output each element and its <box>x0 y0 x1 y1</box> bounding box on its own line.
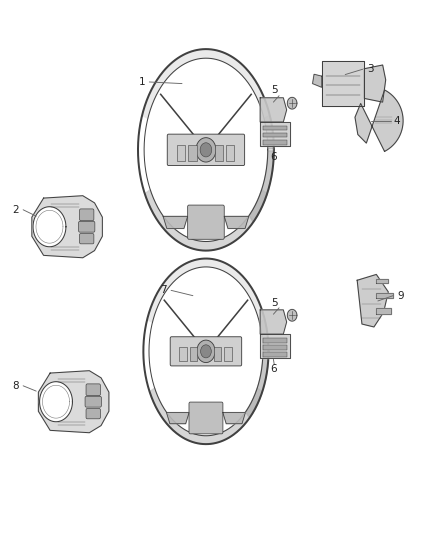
Text: 1: 1 <box>138 77 145 87</box>
Polygon shape <box>260 310 286 334</box>
Bar <box>224 347 232 361</box>
Bar <box>263 345 287 350</box>
Polygon shape <box>322 61 364 106</box>
Text: 3: 3 <box>367 64 374 74</box>
Text: 9: 9 <box>397 290 404 301</box>
Bar <box>263 133 287 138</box>
FancyBboxPatch shape <box>170 337 242 366</box>
Polygon shape <box>166 413 189 424</box>
Text: 2: 2 <box>12 205 19 215</box>
Polygon shape <box>376 293 393 298</box>
Circle shape <box>196 138 216 162</box>
FancyBboxPatch shape <box>86 384 100 395</box>
Bar <box>177 145 185 160</box>
Bar <box>188 145 197 160</box>
Polygon shape <box>287 310 297 321</box>
Text: 4: 4 <box>393 116 400 126</box>
FancyBboxPatch shape <box>167 134 245 166</box>
FancyBboxPatch shape <box>85 397 101 407</box>
Polygon shape <box>355 90 403 151</box>
Polygon shape <box>223 413 245 424</box>
Polygon shape <box>150 388 262 444</box>
Bar <box>190 347 198 361</box>
FancyBboxPatch shape <box>189 402 223 434</box>
Text: 8: 8 <box>12 381 19 391</box>
FancyBboxPatch shape <box>80 233 94 244</box>
FancyBboxPatch shape <box>187 205 224 239</box>
Polygon shape <box>264 115 274 149</box>
Polygon shape <box>33 207 66 247</box>
Circle shape <box>197 340 215 362</box>
FancyBboxPatch shape <box>86 408 100 419</box>
Bar <box>263 338 287 343</box>
Circle shape <box>200 143 212 157</box>
Polygon shape <box>249 151 274 222</box>
Circle shape <box>201 345 211 358</box>
Bar <box>226 145 234 160</box>
Polygon shape <box>376 308 391 314</box>
Polygon shape <box>313 74 322 87</box>
Polygon shape <box>260 334 290 358</box>
Polygon shape <box>260 122 290 146</box>
Polygon shape <box>163 216 187 229</box>
Bar <box>263 352 287 357</box>
Bar <box>215 145 223 160</box>
FancyBboxPatch shape <box>80 209 94 221</box>
Polygon shape <box>260 98 286 122</box>
Bar <box>180 347 187 361</box>
Polygon shape <box>357 274 389 327</box>
Polygon shape <box>259 319 268 351</box>
Bar <box>214 347 222 361</box>
Polygon shape <box>39 382 72 422</box>
Polygon shape <box>376 279 389 283</box>
Polygon shape <box>145 190 267 251</box>
FancyBboxPatch shape <box>78 221 95 232</box>
Polygon shape <box>224 216 249 229</box>
Text: 6: 6 <box>270 152 277 162</box>
Text: 5: 5 <box>271 85 278 95</box>
Text: 6: 6 <box>270 365 277 374</box>
Polygon shape <box>32 196 102 258</box>
Text: 7: 7 <box>160 285 167 295</box>
Polygon shape <box>287 98 297 109</box>
Polygon shape <box>142 49 270 118</box>
Polygon shape <box>246 352 268 418</box>
Bar <box>263 126 287 131</box>
Bar <box>263 140 287 144</box>
Text: 5: 5 <box>271 297 278 308</box>
Polygon shape <box>364 65 386 102</box>
Polygon shape <box>39 370 109 433</box>
Polygon shape <box>147 259 265 322</box>
